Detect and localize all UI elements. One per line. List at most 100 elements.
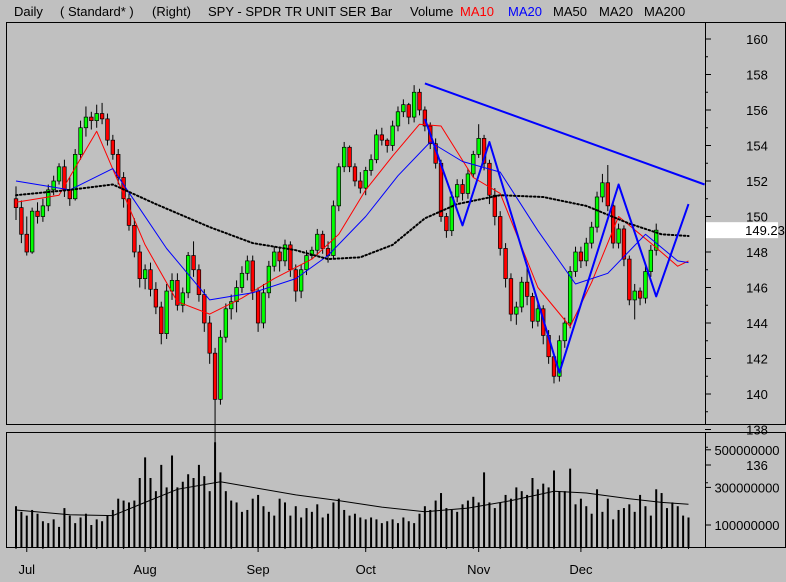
candle-body <box>611 205 616 244</box>
candle-body <box>83 116 89 129</box>
candle <box>282 239 288 267</box>
candle <box>148 262 153 297</box>
candle <box>239 266 245 293</box>
candle-body <box>379 134 384 141</box>
candle-body <box>406 104 411 118</box>
candle-body <box>29 210 35 253</box>
candle-body <box>13 198 19 208</box>
candle-body <box>110 139 115 155</box>
candle-body <box>654 229 659 251</box>
candle-body <box>449 196 454 232</box>
candle-body <box>584 242 589 262</box>
candle <box>83 106 89 137</box>
candle <box>573 246 578 277</box>
candle <box>164 283 169 339</box>
candle <box>584 237 589 267</box>
candle-body <box>455 184 460 198</box>
candle <box>245 255 250 281</box>
candle <box>19 200 24 244</box>
candle <box>191 241 196 277</box>
last-price-box <box>706 222 778 239</box>
candle-body <box>293 269 298 292</box>
price-tick-label: 152 <box>746 174 768 189</box>
candle <box>99 102 105 125</box>
candle <box>417 88 422 116</box>
candle-body <box>180 292 185 306</box>
candle-body <box>261 292 266 324</box>
candle <box>35 202 40 224</box>
candle <box>643 266 648 304</box>
month-label-dec: Dec <box>569 562 593 577</box>
candle-body <box>492 194 497 217</box>
candle-body <box>282 244 288 262</box>
month-label-jul: Jul <box>18 562 35 577</box>
candle-body <box>395 111 401 127</box>
candle <box>503 243 508 288</box>
candle-body <box>331 205 336 256</box>
candle-body <box>19 207 24 235</box>
candle <box>196 264 202 302</box>
candle-body <box>40 205 46 217</box>
candle <box>223 303 228 343</box>
candle-body <box>153 288 159 308</box>
candle <box>293 264 298 302</box>
candle <box>368 154 374 176</box>
indicator-label-ma20: MA20 <box>508 4 542 19</box>
candle <box>460 179 465 201</box>
candle <box>406 102 411 125</box>
candle-body <box>347 146 352 168</box>
candle <box>352 163 358 187</box>
candle <box>401 99 406 118</box>
candle-body <box>255 290 261 324</box>
candle-body <box>401 104 406 113</box>
overlay-ma50 <box>15 183 690 261</box>
candle <box>266 260 272 299</box>
candle-body <box>438 162 444 217</box>
candle <box>110 134 115 160</box>
overlay-ma20 <box>15 141 689 301</box>
candle-body <box>126 198 132 226</box>
candle-body <box>175 280 180 306</box>
candle <box>358 172 363 194</box>
volume-panel: 500000000 300000000 100000000 <box>6 432 786 548</box>
candle <box>89 111 94 130</box>
candle-body <box>643 271 648 299</box>
candle <box>455 179 460 203</box>
candle-body <box>589 226 594 244</box>
candle <box>56 163 62 185</box>
candle <box>519 276 524 313</box>
symbol-label: SPY - SPDR TR UNIT SER 1 <box>208 4 377 19</box>
candle <box>229 294 234 320</box>
candle <box>524 264 530 306</box>
candle-body <box>627 258 632 301</box>
candle <box>347 145 352 173</box>
candle <box>105 113 110 146</box>
month-label-oct: Oct <box>356 562 377 577</box>
candle <box>589 221 594 249</box>
price-tick-label: 160 <box>746 32 768 47</box>
indicator-label-ma20: MA20 <box>599 4 633 19</box>
volume-tick-label: 100000000 <box>714 518 779 533</box>
candle <box>24 216 29 256</box>
indicator-label-ma50: MA50 <box>553 4 587 19</box>
candle-body <box>78 127 83 155</box>
candle-body <box>411 91 417 118</box>
candle-body <box>368 159 374 171</box>
candle-body <box>320 233 325 249</box>
candle-body <box>594 196 600 228</box>
candle <box>508 273 514 322</box>
volume-label: Volume <box>410 4 453 19</box>
candle-body <box>46 189 51 207</box>
price-tick-label: 150 <box>746 210 768 225</box>
candle <box>207 315 212 364</box>
candle <box>315 228 320 256</box>
candle-body <box>24 233 29 253</box>
candle-body <box>385 139 390 146</box>
candle <box>336 163 341 212</box>
candle <box>648 244 653 277</box>
candle <box>395 106 401 132</box>
candle <box>374 129 379 164</box>
candle-body <box>315 233 320 251</box>
candle <box>600 173 605 203</box>
